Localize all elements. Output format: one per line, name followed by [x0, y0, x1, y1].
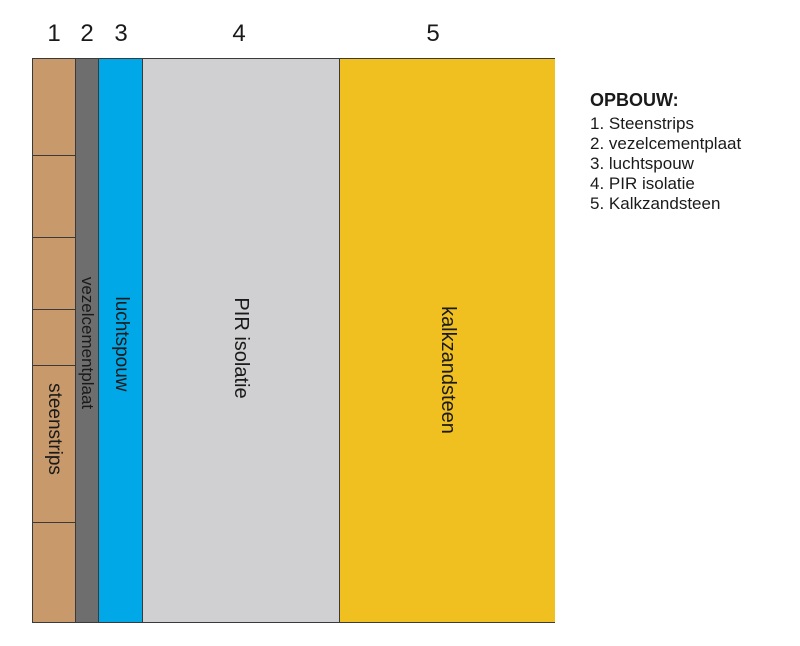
brick-joint	[33, 522, 75, 523]
layer-luchtspouw: luchtspouw	[99, 59, 143, 622]
brick-joint	[33, 365, 75, 366]
layer-label-pir-isolatie: PIR isolatie	[230, 297, 252, 399]
legend-item: 2. vezelcementplaat	[590, 134, 742, 153]
legend-item: 5. Kalkzandsteen	[590, 194, 721, 213]
layer-vezelcementplaat: vezelcementplaat	[76, 59, 99, 622]
layer-number-3: 3	[114, 20, 128, 47]
brick-joint	[33, 155, 75, 156]
legend: OPBOUW: 1. Steenstrips 2. vezelcementpla…	[590, 90, 741, 214]
layer-pir-isolatie: PIR isolatie	[143, 59, 340, 622]
layer-label-luchtspouw: luchtspouw	[110, 296, 132, 392]
layer-number-2: 2	[80, 20, 94, 47]
layer-kalkzandsteen: kalkzandsteen	[340, 59, 555, 622]
layer-number-1: 1	[47, 20, 61, 47]
legend-title: OPBOUW:	[590, 90, 679, 110]
brick-joint	[33, 309, 75, 310]
layer-steenstrips: steenstrips	[33, 59, 76, 622]
layer-label-steenstrips: steenstrips	[44, 383, 65, 475]
legend-item: 4. PIR isolatie	[590, 174, 695, 193]
layer-label-kalkzandsteen: kalkzandsteen	[436, 306, 459, 434]
legend-item: 3. luchtspouw	[590, 154, 694, 173]
layer-number-5: 5	[426, 20, 440, 47]
layer-number-4: 4	[232, 20, 246, 47]
layer-label-vezelcementplaat: vezelcementplaat	[78, 276, 97, 410]
brick-joint	[33, 237, 75, 238]
legend-item: 1. Steenstrips	[590, 114, 694, 133]
wall-section: steenstrips vezelcementplaat luchtspouw …	[32, 58, 555, 623]
